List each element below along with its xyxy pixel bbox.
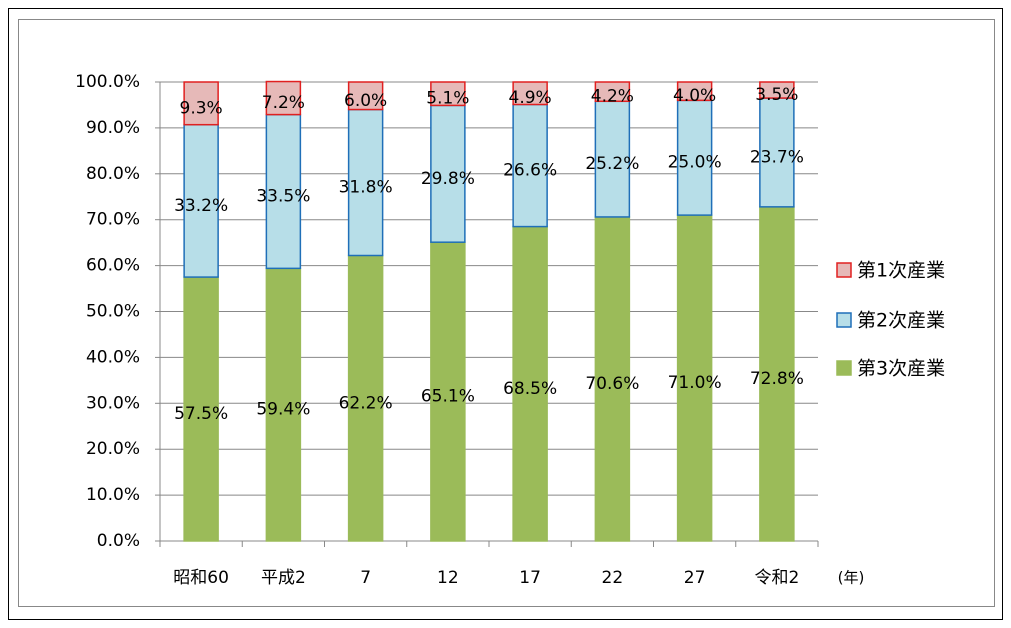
x-axis-title: (年)	[838, 569, 865, 587]
bar-segment	[430, 104, 466, 243]
bar-segment	[347, 254, 384, 542]
bar-segment	[676, 81, 713, 102]
bar-segment	[594, 100, 631, 218]
bar-segment	[512, 103, 548, 228]
y-tick-label: 70.0%	[86, 210, 140, 230]
y-tick-label: 90.0%	[86, 118, 140, 138]
y-tick-label: 100.0%	[75, 72, 140, 92]
value-label: 3.5%	[755, 85, 798, 105]
value-label: 70.6%	[585, 374, 639, 394]
chart-frame	[18, 19, 995, 607]
bar-segment	[347, 108, 384, 257]
bar-segment	[512, 81, 548, 106]
value-label: 59.4%	[256, 400, 310, 420]
x-tick-label: 令和2	[754, 568, 799, 588]
value-label: 62.2%	[339, 393, 393, 413]
value-label: 26.6%	[503, 161, 557, 181]
bar-segment	[594, 216, 631, 542]
legend-swatch	[836, 360, 852, 376]
legend-label: 第2次産業	[857, 310, 945, 332]
value-label: 25.0%	[668, 153, 722, 173]
x-tick-label: 17	[519, 568, 541, 588]
value-label: 5.1%	[426, 89, 469, 109]
bar-segment	[759, 206, 795, 542]
bar-segment	[265, 80, 302, 116]
x-tick-label: 22	[602, 568, 624, 588]
bar-segment	[265, 113, 302, 270]
value-label: 33.5%	[256, 186, 310, 206]
value-label: 6.0%	[344, 91, 387, 111]
y-tick-label: 10.0%	[86, 485, 140, 505]
legend-label: 第1次産業	[857, 260, 945, 282]
value-label: 71.0%	[668, 373, 722, 393]
value-label: 68.5%	[503, 379, 557, 399]
bar-segment	[759, 97, 795, 208]
value-label: 23.7%	[750, 147, 804, 167]
bar-segment	[676, 99, 713, 216]
x-tick-label: 7	[360, 568, 371, 588]
value-label: 57.5%	[174, 404, 228, 424]
value-label: 4.9%	[509, 88, 552, 108]
value-label: 72.8%	[750, 369, 804, 389]
value-label: 4.0%	[673, 86, 716, 106]
bar-segment	[594, 81, 631, 103]
x-tick-label: 平成2	[261, 568, 306, 588]
y-tick-label: 40.0%	[86, 347, 140, 367]
value-label: 25.2%	[585, 154, 639, 174]
bar-segment	[430, 81, 466, 107]
bar-segment	[759, 81, 795, 99]
bar-segment	[512, 225, 548, 542]
y-tick-label: 50.0%	[86, 302, 140, 322]
x-tick-label: 昭和60	[173, 568, 229, 588]
value-label: 65.1%	[421, 387, 475, 407]
legend-swatch	[836, 312, 852, 328]
bar-segment	[676, 214, 713, 542]
x-tick-label: 27	[684, 568, 706, 588]
legend-label: 第3次産業	[857, 358, 945, 380]
x-tick-label: 12	[437, 568, 459, 588]
value-label: 4.2%	[591, 87, 634, 107]
bar-segment	[183, 123, 219, 278]
legend-swatch	[836, 262, 852, 278]
y-tick-label: 0.0%	[97, 531, 140, 551]
value-label: 29.8%	[421, 169, 475, 189]
y-tick-label: 20.0%	[86, 439, 140, 459]
value-label: 9.3%	[180, 98, 223, 118]
y-tick-label: 30.0%	[86, 393, 140, 413]
bar-segment	[183, 81, 219, 126]
value-label: 33.2%	[174, 196, 228, 216]
value-label: 31.8%	[339, 178, 393, 198]
bar-segment	[347, 81, 384, 111]
y-tick-label: 80.0%	[86, 164, 140, 184]
y-tick-label: 60.0%	[86, 256, 140, 276]
value-label: 7.2%	[262, 93, 305, 113]
